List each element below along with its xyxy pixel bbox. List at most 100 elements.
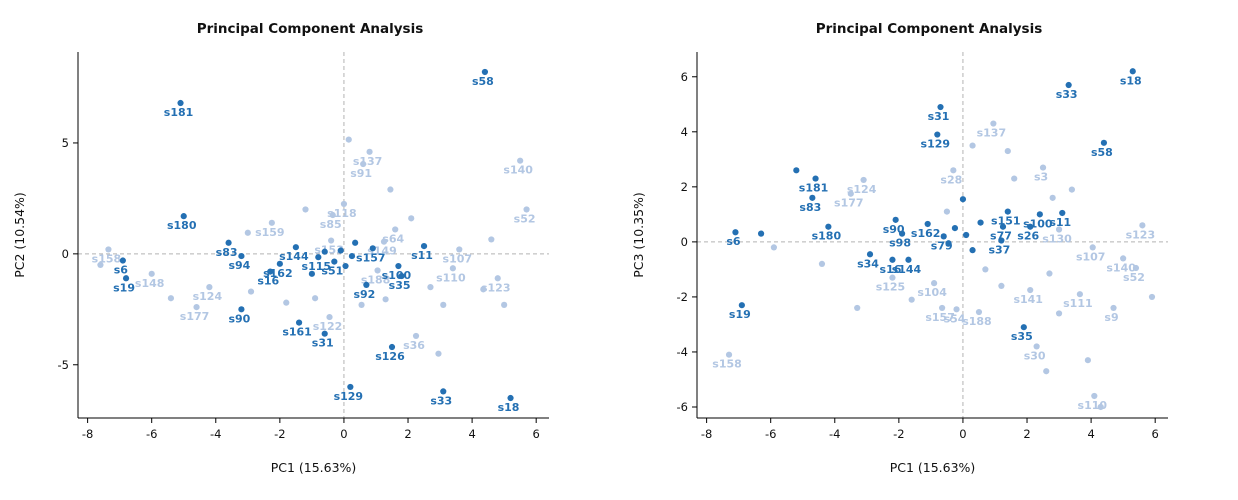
point-label: s110 xyxy=(436,271,466,284)
y-tick-label: -6 xyxy=(677,400,688,414)
data-point xyxy=(975,308,983,316)
data-point xyxy=(321,248,328,255)
x-tick-label: -4 xyxy=(210,427,221,441)
data-point xyxy=(517,157,524,164)
data-point xyxy=(1046,270,1053,277)
data-point xyxy=(206,284,213,291)
point-label: s159 xyxy=(255,226,285,239)
data-point xyxy=(1033,343,1040,350)
data-point xyxy=(340,200,348,208)
pca-panel-pc1-pc3: Principal Component Analysis -8 -6 -4 -2 0 2 4… xyxy=(619,0,1238,500)
data-point xyxy=(982,266,989,273)
point-label: s107 xyxy=(1076,250,1106,263)
point-label: s181 xyxy=(164,106,194,119)
data-point xyxy=(177,99,184,107)
point-label: s28 xyxy=(940,173,962,186)
point-label: s137 xyxy=(353,155,383,168)
data-point xyxy=(1055,226,1063,233)
data-point xyxy=(1089,244,1096,251)
data-point xyxy=(420,242,428,250)
data-point xyxy=(732,229,739,236)
data-point xyxy=(977,219,984,226)
pca-scatter-pc1-pc3: -8 -6 -4 -2 0 2 4 6 -6 -4 -2 0 2 4 6 PC1 (15.63%) PC3 (1… xyxy=(631,52,1168,475)
data-point xyxy=(380,238,388,245)
point-label: s177 xyxy=(180,310,210,323)
data-point xyxy=(312,295,319,302)
data-point xyxy=(1020,324,1027,331)
data-point xyxy=(369,245,376,252)
point-label: s94 xyxy=(228,259,250,272)
point-label: s100 xyxy=(382,269,412,282)
data-point xyxy=(1036,211,1043,218)
point-label: s31 xyxy=(928,110,950,123)
data-point xyxy=(412,332,420,340)
data-point xyxy=(295,319,303,326)
x-tick-label: -2 xyxy=(274,427,285,441)
point-label: s6 xyxy=(114,264,129,277)
point-label: s144 xyxy=(279,250,309,263)
data-point xyxy=(998,282,1005,290)
point-label: s161 xyxy=(282,326,312,339)
data-point xyxy=(449,265,456,272)
data-point xyxy=(1076,291,1083,298)
point-label: s123 xyxy=(1126,228,1156,241)
data-point xyxy=(440,388,447,395)
data-point xyxy=(1068,186,1075,193)
point-label: s3 xyxy=(1034,171,1048,184)
data-point xyxy=(1148,293,1156,301)
x-tick-label: -6 xyxy=(146,427,157,441)
data-point xyxy=(940,233,947,240)
point-label: s129 xyxy=(921,138,951,151)
data-point xyxy=(329,211,336,219)
data-point xyxy=(1027,286,1034,294)
point-label: s92 xyxy=(353,288,375,301)
y-tick-label: 5 xyxy=(62,136,69,150)
point-label: s123 xyxy=(481,281,511,294)
point-label: s124 xyxy=(847,183,877,196)
data-point xyxy=(388,343,396,351)
data-point xyxy=(1110,304,1117,312)
data-point xyxy=(268,219,275,226)
data-point xyxy=(494,275,501,282)
data-point xyxy=(392,226,399,233)
data-point xyxy=(1043,368,1050,375)
y-tick-label: 0 xyxy=(62,247,69,261)
data-point xyxy=(770,244,777,251)
data-point xyxy=(793,167,800,174)
data-point xyxy=(440,301,447,308)
data-point xyxy=(408,215,415,222)
data-point xyxy=(1084,357,1091,364)
data-point xyxy=(937,103,944,111)
data-point xyxy=(345,136,352,143)
data-point xyxy=(892,216,899,223)
point-label: s58 xyxy=(1091,146,1113,159)
point-label: s107 xyxy=(443,252,473,265)
point-label: s19 xyxy=(729,308,751,321)
x-tick-label: -8 xyxy=(701,427,712,441)
data-point xyxy=(1097,403,1104,411)
x-tick-label: 0 xyxy=(959,427,966,441)
data-point xyxy=(1139,222,1146,229)
data-point xyxy=(374,267,381,274)
point-label: s83 xyxy=(216,246,238,259)
point-label: s137 xyxy=(977,127,1007,140)
x-tick-label: 6 xyxy=(1152,427,1159,441)
point-label: s98 xyxy=(889,237,911,250)
x-tick-label: 2 xyxy=(1023,427,1030,441)
data-point xyxy=(122,275,130,282)
point-label: s129 xyxy=(334,390,364,403)
point-label: s181 xyxy=(799,182,829,195)
data-point xyxy=(283,299,290,306)
point-label: s140 xyxy=(1106,261,1136,274)
point-label: s31 xyxy=(312,337,334,350)
point-label: s158 xyxy=(712,358,742,371)
data-point xyxy=(969,247,976,254)
data-point xyxy=(292,244,299,251)
point-label: s91 xyxy=(350,167,372,180)
data-point xyxy=(352,239,359,246)
data-point xyxy=(818,260,826,267)
data-point xyxy=(1059,209,1066,217)
data-point xyxy=(321,330,328,337)
data-point xyxy=(225,239,232,246)
pca-scatter-pc1-pc2: -8 -6 -4 -2 0 2 4 6 -5 0 5 PC1 (15.63%) PC2 (10.54%)… xyxy=(12,52,549,475)
